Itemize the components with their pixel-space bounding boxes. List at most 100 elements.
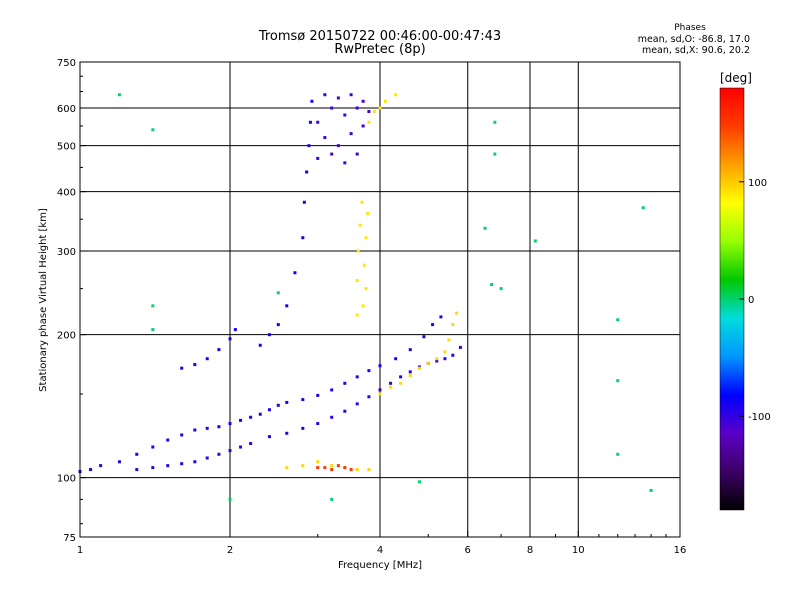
data-point [205,357,209,361]
data-point [367,395,371,399]
data-point [323,136,327,140]
data-point [360,200,364,204]
data-point [166,438,170,442]
data-point [533,239,537,243]
data-point [378,364,382,368]
data-point [355,402,359,406]
data-point [426,361,430,365]
data-point [389,385,393,389]
data-point [180,462,184,466]
y-tick-label: 75 [63,533,76,544]
data-point [356,249,360,253]
data-point [367,109,371,113]
data-point [285,466,289,470]
data-point [205,426,209,430]
x-tick-label: 4 [377,545,383,556]
data-point [316,466,320,470]
data-point [267,333,271,337]
plot-grid [80,62,680,537]
data-point [366,211,370,215]
data-point [439,315,443,319]
data-point [367,369,371,373]
phase-stats-x: mean, sd,X: 90.6, 20.2 [642,45,750,56]
data-point [307,144,311,148]
data-point [408,348,412,352]
data-point [135,468,139,472]
data-point [330,464,334,468]
data-point [301,236,305,240]
data-point [276,403,280,407]
data-point [151,304,155,308]
data-point [228,497,232,501]
data-points [78,93,653,501]
data-point [455,311,459,315]
chart-subtitle: RwPretec (8p) [334,42,425,57]
data-point [435,357,439,361]
data-point [499,287,503,291]
data-point [89,468,93,472]
y-tick-label: 100 [57,474,76,485]
data-point [641,206,645,210]
data-point [193,428,197,432]
data-point [151,328,155,332]
data-point [316,120,320,124]
data-point [399,375,403,379]
data-point [458,345,462,349]
data-point [305,170,309,174]
colorbar-tick-label: 0 [748,295,754,306]
data-point [343,161,347,165]
data-point [616,452,620,456]
data-point [355,152,359,156]
x-axis-ticks: 1 2 4 6 8 10 16 [77,531,687,556]
data-point [394,93,398,97]
data-point [249,415,253,419]
data-point [373,109,377,113]
data-point [349,132,353,136]
data-point [330,388,334,392]
data-point [349,93,353,97]
data-point [316,156,320,160]
data-point [258,412,262,416]
data-point [285,400,289,404]
phase-stats-o: mean, sd,O: -86.8, 17.0 [638,34,750,45]
x-tick-label: 16 [674,545,687,556]
data-point [276,291,280,295]
data-point [285,431,289,435]
data-point [180,433,184,437]
data-point [228,422,232,426]
data-point [301,464,305,468]
data-point [343,113,347,117]
data-point [217,348,221,352]
data-point [443,357,447,361]
data-point [151,466,155,470]
data-point [355,279,359,283]
data-point [378,106,382,110]
data-point [483,226,487,230]
data-point [316,460,320,464]
data-point [490,283,494,287]
data-point [361,99,365,103]
data-point [267,408,271,412]
y-tick-label: 300 [57,247,76,258]
data-point [180,366,184,370]
data-point [349,468,353,472]
data-point [422,335,426,339]
data-point [355,375,359,379]
data-point [323,466,327,470]
data-point [431,323,435,327]
data-point [443,350,447,354]
data-point [316,393,320,397]
data-point [355,468,359,472]
data-point [451,353,455,357]
y-tick-label: 500 [57,142,76,153]
data-point [355,313,359,317]
data-point [267,435,271,439]
data-point [151,128,155,132]
data-point [417,480,421,484]
data-point [316,422,320,426]
x-tick-label: 8 [527,545,533,556]
data-point [330,468,334,472]
data-point [493,120,497,124]
data-point [394,357,398,361]
colorbar-tick-label: -100 [748,412,771,423]
